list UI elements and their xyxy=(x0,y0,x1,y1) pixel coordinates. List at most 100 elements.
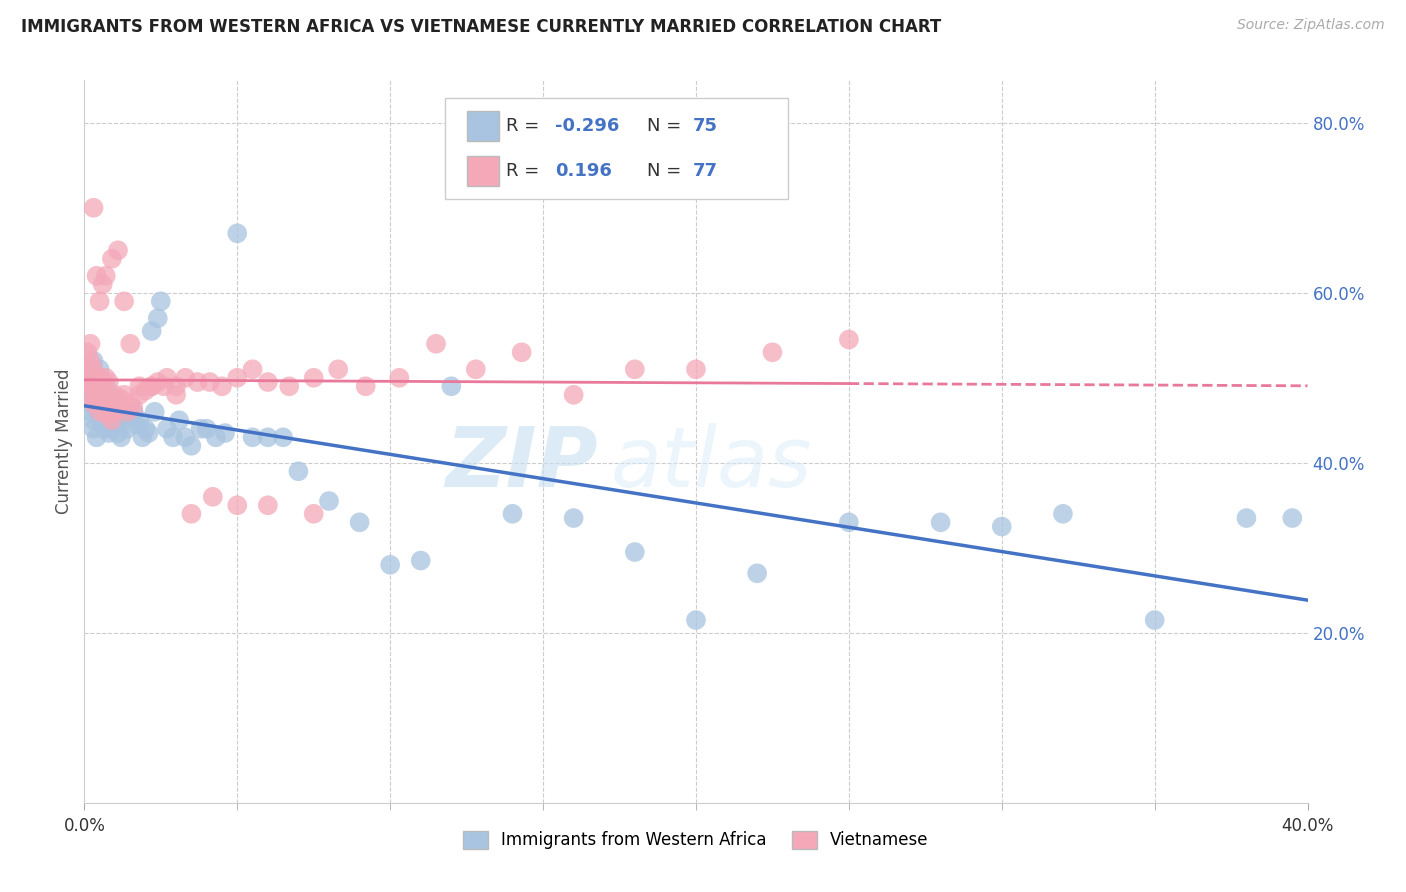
Point xyxy=(128,379,150,393)
Point xyxy=(131,430,153,444)
Point xyxy=(79,388,101,402)
Point xyxy=(76,345,98,359)
Text: N =: N = xyxy=(647,117,688,136)
Text: IMMIGRANTS FROM WESTERN AFRICA VS VIETNAMESE CURRENTLY MARRIED CORRELATION CHART: IMMIGRANTS FROM WESTERN AFRICA VS VIETNA… xyxy=(21,18,942,36)
Point xyxy=(242,362,264,376)
Point xyxy=(226,371,249,385)
Point xyxy=(94,422,117,436)
Point xyxy=(156,371,179,385)
Point xyxy=(91,375,114,389)
Text: ZIP: ZIP xyxy=(446,423,598,504)
Point xyxy=(143,405,166,419)
Point xyxy=(110,392,132,406)
Point xyxy=(761,345,783,359)
FancyBboxPatch shape xyxy=(446,98,787,200)
Point xyxy=(97,375,120,389)
Point xyxy=(328,362,350,376)
Point xyxy=(94,401,117,415)
Point xyxy=(354,379,377,393)
Text: R =: R = xyxy=(506,117,546,136)
Point xyxy=(101,413,124,427)
Point xyxy=(83,396,105,410)
Point xyxy=(510,345,533,359)
Point xyxy=(94,268,117,283)
Point xyxy=(257,375,280,389)
Point xyxy=(107,425,129,440)
Point xyxy=(425,336,447,351)
Point xyxy=(83,413,105,427)
FancyBboxPatch shape xyxy=(467,156,499,186)
Point xyxy=(115,405,138,419)
Point xyxy=(135,422,157,436)
Point xyxy=(186,375,208,389)
Point xyxy=(1052,507,1074,521)
Point xyxy=(138,425,160,440)
Point xyxy=(79,336,101,351)
Y-axis label: Currently Married: Currently Married xyxy=(55,368,73,515)
Text: Source: ZipAtlas.com: Source: ZipAtlas.com xyxy=(1237,18,1385,32)
Point xyxy=(257,430,280,444)
Point xyxy=(89,409,111,423)
Point xyxy=(624,362,647,376)
Point xyxy=(83,362,105,376)
Point xyxy=(101,405,124,419)
Point xyxy=(83,422,105,436)
Point xyxy=(91,417,114,432)
Point xyxy=(112,388,135,402)
Point xyxy=(94,379,117,393)
Point xyxy=(125,417,148,432)
Point xyxy=(1143,613,1166,627)
Text: 0.196: 0.196 xyxy=(555,162,612,180)
Point xyxy=(79,405,101,419)
Point xyxy=(107,396,129,410)
Point xyxy=(440,379,463,393)
Point xyxy=(86,375,108,389)
Point xyxy=(86,392,108,406)
Point xyxy=(89,384,111,398)
Point xyxy=(120,336,142,351)
Point xyxy=(174,371,197,385)
Text: -0.296: -0.296 xyxy=(555,117,620,136)
Point xyxy=(349,516,371,530)
Point xyxy=(991,519,1014,533)
Point xyxy=(91,396,114,410)
Point xyxy=(76,396,98,410)
Point xyxy=(242,430,264,444)
Point xyxy=(278,379,301,393)
Point xyxy=(685,362,707,376)
Point xyxy=(287,464,309,478)
Point xyxy=(97,405,120,419)
Point xyxy=(83,201,105,215)
Point xyxy=(195,422,218,436)
Point xyxy=(104,388,127,402)
Point xyxy=(180,507,202,521)
Point xyxy=(115,422,138,436)
Point xyxy=(101,252,124,266)
Point xyxy=(167,413,190,427)
Point xyxy=(464,362,486,376)
Point xyxy=(162,430,184,444)
Text: R =: R = xyxy=(506,162,546,180)
Point xyxy=(141,379,163,393)
Point xyxy=(685,613,707,627)
Point xyxy=(91,277,114,292)
Point xyxy=(226,498,249,512)
Point xyxy=(122,401,145,415)
Point xyxy=(89,371,111,385)
Point xyxy=(165,388,187,402)
Text: atlas: atlas xyxy=(610,423,813,504)
Point xyxy=(1236,511,1258,525)
Point xyxy=(120,409,142,423)
Point xyxy=(83,353,105,368)
Point xyxy=(104,392,127,406)
FancyBboxPatch shape xyxy=(467,112,499,142)
Text: 77: 77 xyxy=(692,162,717,180)
Point xyxy=(201,490,224,504)
Point xyxy=(318,494,340,508)
Point xyxy=(271,430,294,444)
Point xyxy=(502,507,524,521)
Point xyxy=(174,430,197,444)
Point xyxy=(101,396,124,410)
Point xyxy=(562,511,585,525)
Point xyxy=(91,384,114,398)
